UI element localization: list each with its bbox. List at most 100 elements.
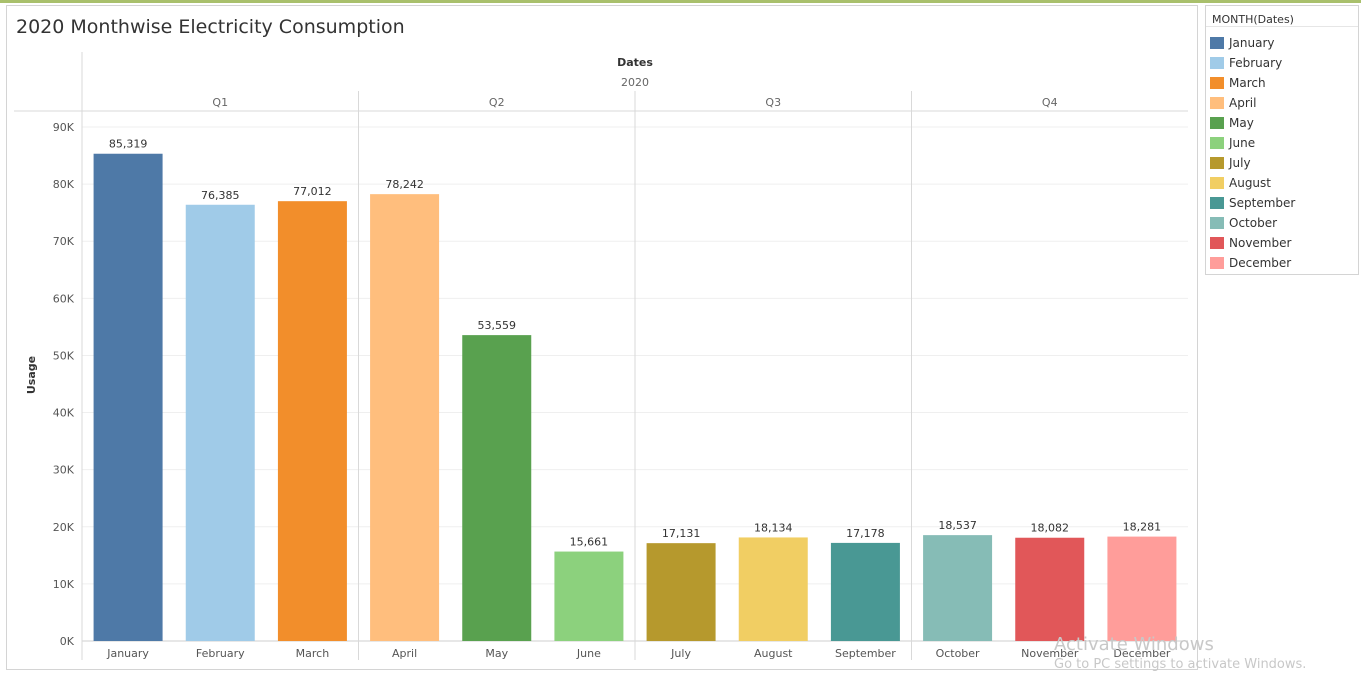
legend-label: August	[1229, 176, 1271, 190]
bar-november[interactable]	[1015, 537, 1085, 641]
legend-item-june[interactable]: June	[1206, 133, 1358, 153]
bar-july[interactable]	[646, 543, 716, 641]
legend-swatch	[1210, 77, 1224, 89]
column-headers: Dates 2020	[617, 56, 653, 89]
value-label: 78,242	[385, 178, 424, 191]
legend-swatch	[1210, 97, 1224, 109]
legend-swatch	[1210, 37, 1224, 49]
legend-swatch	[1210, 57, 1224, 69]
legend-item-february[interactable]: February	[1206, 53, 1358, 73]
chart-title: 2020 Monthwise Electricity Consumption	[16, 16, 405, 38]
quarter-label: Q1	[212, 96, 228, 109]
bar-december[interactable]	[1107, 536, 1177, 641]
y-tick-label: 40K	[53, 407, 75, 420]
bar-august[interactable]	[738, 537, 808, 641]
top-accent-bar	[0, 0, 1361, 3]
legend-label: March	[1229, 76, 1266, 90]
y-tick-label: 70K	[53, 235, 75, 248]
bar-june[interactable]	[554, 551, 624, 641]
activation-watermark-title: Activate Windows	[1054, 634, 1214, 655]
value-label: 17,131	[662, 527, 701, 540]
bar-march[interactable]	[277, 201, 347, 642]
value-labels: 85,319 76,385 77,012 78,242 53,559 15,661 17,1…	[109, 138, 1161, 549]
value-label: 15,661	[570, 536, 609, 549]
legend-item-october[interactable]: October	[1206, 213, 1358, 233]
bar-february[interactable]	[185, 204, 255, 641]
color-legend: MONTH(Dates) January February March April Ma…	[1205, 5, 1359, 275]
legend-label: December	[1229, 256, 1292, 270]
legend-label: September	[1229, 196, 1296, 210]
x-tick-label: June	[576, 647, 601, 660]
x-tick-label: March	[296, 647, 330, 660]
legend-label: May	[1229, 116, 1254, 130]
legend-label: November	[1229, 236, 1292, 250]
quarter-label: Q3	[765, 96, 781, 109]
x-tick-label: February	[196, 647, 245, 660]
activation-watermark-subtitle: Go to PC settings to activate Windows.	[1054, 657, 1307, 672]
legend-swatch	[1210, 117, 1224, 129]
legend-swatch	[1210, 157, 1224, 169]
quarter-dividers	[14, 52, 1188, 660]
quarter-label: Q2	[489, 96, 505, 109]
quarter-label: Q4	[1042, 96, 1058, 109]
legend-item-july[interactable]: July	[1206, 153, 1358, 173]
x-tick-label: December	[1113, 647, 1171, 660]
legend-swatch	[1210, 237, 1224, 249]
value-label: 18,537	[938, 519, 977, 532]
x-tick-label: January	[106, 647, 149, 660]
legend-item-april[interactable]: April	[1206, 93, 1358, 113]
bar-april[interactable]	[370, 194, 440, 641]
legend-item-march[interactable]: March	[1206, 73, 1358, 93]
legend-label: January	[1229, 36, 1275, 50]
value-label: 77,012	[293, 185, 332, 198]
y-tick-label: 80K	[53, 178, 75, 191]
legend-label: July	[1229, 156, 1251, 170]
value-label: 17,178	[846, 527, 885, 540]
bar-may[interactable]	[462, 335, 532, 641]
y-tick-label: 0K	[60, 635, 75, 648]
x-tick-label: April	[392, 647, 417, 660]
chart-frame	[6, 5, 1198, 670]
legend-swatch	[1210, 177, 1224, 189]
bars	[93, 153, 1177, 642]
y-tick-label: 30K	[53, 464, 75, 477]
x-tick-label: September	[835, 647, 896, 660]
quarter-headers: Q1 Q2 Q3 Q4	[212, 96, 1057, 109]
legend-item-november[interactable]: November	[1206, 233, 1358, 253]
x-tick-label: October	[936, 647, 980, 660]
x-axis-labels: January February March April May June July Augu…	[106, 647, 1171, 660]
y-axis: Usage 0K 10K 20K 30K 40K 50K 60K 70K 80K 90K	[25, 121, 75, 648]
legend-item-september[interactable]: September	[1206, 193, 1358, 213]
legend-item-august[interactable]: August	[1206, 173, 1358, 193]
legend-label: February	[1229, 56, 1283, 70]
bar-october[interactable]	[923, 535, 993, 641]
legend-swatch	[1210, 257, 1224, 269]
y-tick-label: 50K	[53, 349, 75, 362]
legend-swatch	[1210, 137, 1224, 149]
x-tick-label: July	[670, 647, 691, 660]
x-tick-label: August	[754, 647, 793, 660]
bar-january[interactable]	[93, 153, 163, 641]
legend-item-january[interactable]: January	[1206, 33, 1358, 53]
y-axis-label: Usage	[25, 356, 38, 394]
bar-september[interactable]	[830, 542, 900, 641]
legend-swatch	[1210, 197, 1224, 209]
legend-list: January February March April May June July Augu…	[1206, 33, 1358, 273]
legend-title: MONTH(Dates)	[1206, 6, 1358, 27]
y-tick-label: 60K	[53, 292, 75, 305]
bar-chart: Dates 2020 Q1 Q2 Q3 Q4 Usage 0K 10K 20K 30K 40K…	[14, 52, 1188, 660]
value-label: 18,082	[1031, 522, 1070, 535]
legend-label: June	[1229, 136, 1256, 150]
legend-item-december[interactable]: December	[1206, 253, 1358, 273]
legend-swatch	[1210, 217, 1224, 229]
value-label: 18,134	[754, 521, 793, 534]
y-tick-label: 20K	[53, 521, 75, 534]
x-tick-label: November	[1021, 647, 1079, 660]
legend-label: April	[1229, 96, 1257, 110]
value-label: 76,385	[201, 189, 240, 202]
x-tick-label: May	[485, 647, 508, 660]
year-header: 2020	[621, 76, 649, 89]
legend-item-may[interactable]: May	[1206, 113, 1358, 133]
value-label: 85,319	[109, 138, 148, 151]
value-label: 53,559	[478, 319, 517, 332]
